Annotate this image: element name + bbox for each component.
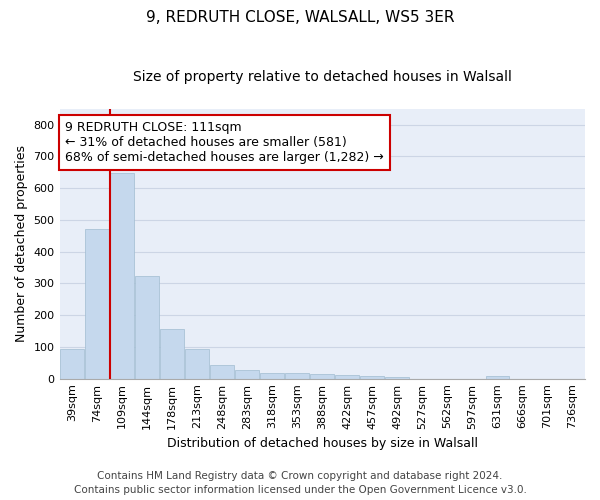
Bar [85, 230, 109, 378]
Bar [235, 370, 259, 378]
Bar [160, 328, 184, 378]
Bar [335, 374, 359, 378]
Text: 9, REDRUTH CLOSE, WALSALL, WS5 3ER: 9, REDRUTH CLOSE, WALSALL, WS5 3ER [146, 10, 454, 25]
Bar [361, 376, 384, 378]
X-axis label: Distribution of detached houses by size in Walsall: Distribution of detached houses by size … [167, 437, 478, 450]
Bar [260, 373, 284, 378]
Bar [210, 365, 234, 378]
Bar [385, 377, 409, 378]
Bar [310, 374, 334, 378]
Y-axis label: Number of detached properties: Number of detached properties [15, 145, 28, 342]
Text: Contains HM Land Registry data © Crown copyright and database right 2024.
Contai: Contains HM Land Registry data © Crown c… [74, 471, 526, 495]
Bar [135, 276, 159, 378]
Bar [286, 374, 309, 378]
Bar [485, 376, 509, 378]
Text: 9 REDRUTH CLOSE: 111sqm
← 31% of detached houses are smaller (581)
68% of semi-d: 9 REDRUTH CLOSE: 111sqm ← 31% of detache… [65, 121, 383, 164]
Bar [185, 349, 209, 378]
Title: Size of property relative to detached houses in Walsall: Size of property relative to detached ho… [133, 70, 512, 84]
Bar [110, 173, 134, 378]
Bar [60, 348, 84, 378]
